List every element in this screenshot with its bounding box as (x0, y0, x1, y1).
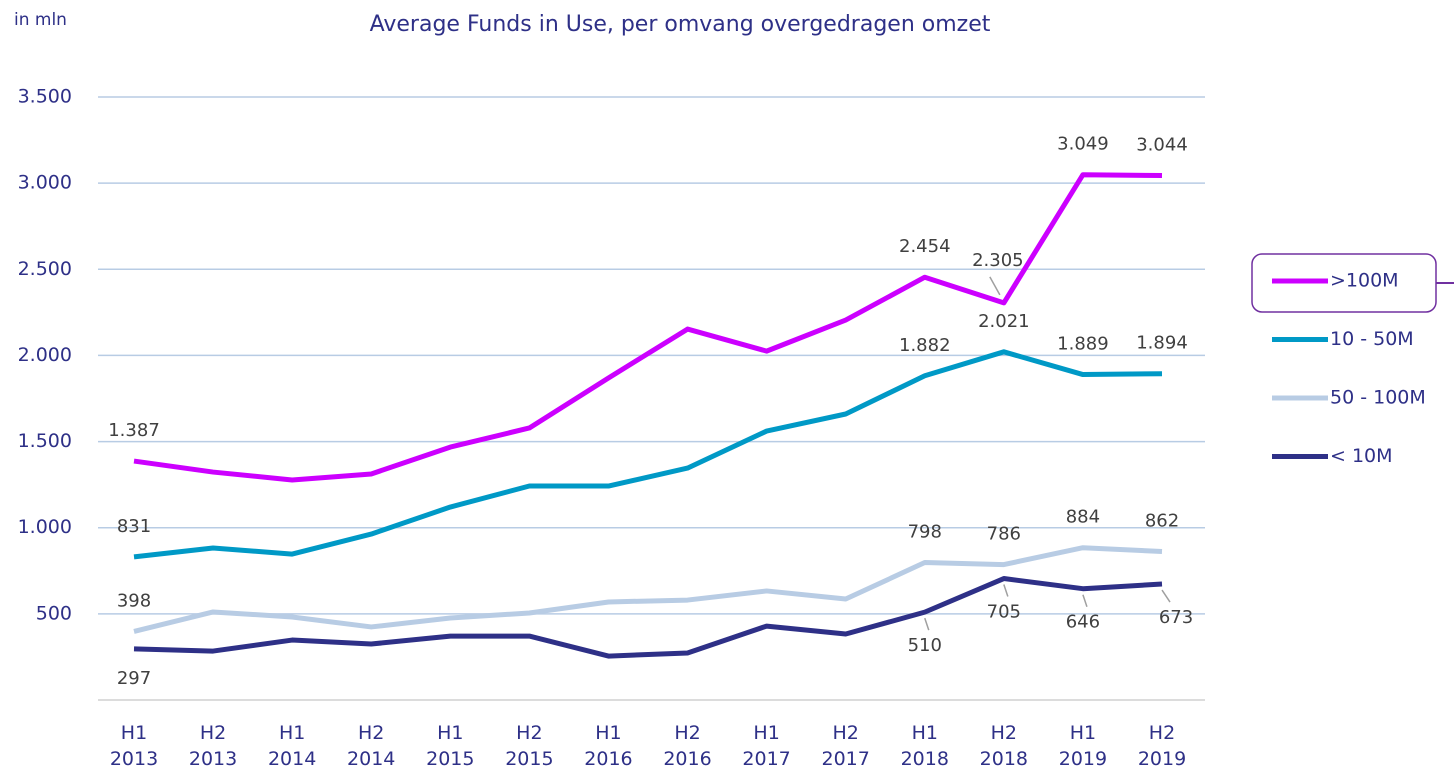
leader-line (1003, 584, 1009, 597)
legend-label: >100M (1330, 270, 1399, 292)
y-axis-label: in mln (14, 10, 67, 30)
legend-label: < 10M (1330, 445, 1393, 467)
x-tick-label: H1 2014 (267, 722, 317, 770)
data-label: 297 (117, 668, 151, 689)
legend-label: 50 - 100M (1330, 387, 1426, 409)
leader-line (1082, 594, 1088, 607)
x-tick-label: H1 2017 (742, 722, 791, 770)
series-line (133, 349, 1163, 560)
chart-title: Average Funds in Use, per omvang overged… (370, 12, 991, 37)
series-line (133, 576, 1163, 659)
x-tick-label: H2 2013 (188, 722, 238, 770)
data-label: 3.049 (1057, 134, 1109, 155)
x-tick-label: H2 2015 (505, 722, 554, 770)
leader-line (924, 617, 930, 631)
y-tick-label: 3.000 (18, 172, 72, 194)
y-tick-label: 2.000 (18, 344, 72, 366)
data-label: 673 (1159, 607, 1193, 628)
data-label: 705 (987, 602, 1021, 623)
x-tick-label: H2 2016 (663, 722, 712, 770)
data-label: 884 (1066, 507, 1100, 528)
y-tick-label: 3.500 (18, 86, 72, 108)
data-label: 786 (987, 524, 1021, 545)
y-tick-label: 1.000 (18, 516, 72, 538)
data-label: 1.882 (899, 335, 951, 356)
data-label: 1.889 (1057, 334, 1109, 355)
x-tick-label: H1 2015 (426, 722, 475, 770)
leader-line (989, 276, 1001, 296)
data-label: 3.044 (1136, 135, 1188, 156)
data-label: 2.021 (978, 311, 1030, 332)
legend-label: 10 - 50M (1330, 328, 1414, 350)
x-tick-label: H2 2019 (1137, 722, 1187, 770)
y-tick-label: 1.500 (18, 430, 72, 452)
data-label: 798 (908, 522, 942, 543)
data-label: 398 (117, 590, 151, 611)
data-label: 831 (117, 516, 151, 537)
x-tick-label: H1 2018 (900, 722, 949, 770)
leader-line (1161, 589, 1171, 603)
y-tick-label: 2.500 (18, 258, 72, 280)
data-label: 2.454 (899, 236, 951, 257)
series-line (133, 545, 1163, 634)
data-label: 510 (908, 635, 942, 656)
data-label: 1.387 (108, 420, 160, 441)
data-label: 646 (1066, 612, 1100, 633)
x-tick-label: H2 2017 (821, 722, 870, 770)
data-label: 1.894 (1136, 333, 1188, 354)
data-label: 2.305 (972, 250, 1024, 271)
data-label: 862 (1145, 510, 1179, 531)
x-tick-label: H2 2018 (979, 722, 1029, 770)
y-tick-label: 500 (36, 602, 72, 624)
x-tick-label: H2 2014 (347, 722, 396, 770)
x-tick-label: H1 2016 (584, 722, 633, 770)
x-tick-label: H1 2013 (109, 722, 159, 770)
series-line (133, 172, 1163, 483)
x-tick-label: H1 2019 (1058, 722, 1108, 770)
